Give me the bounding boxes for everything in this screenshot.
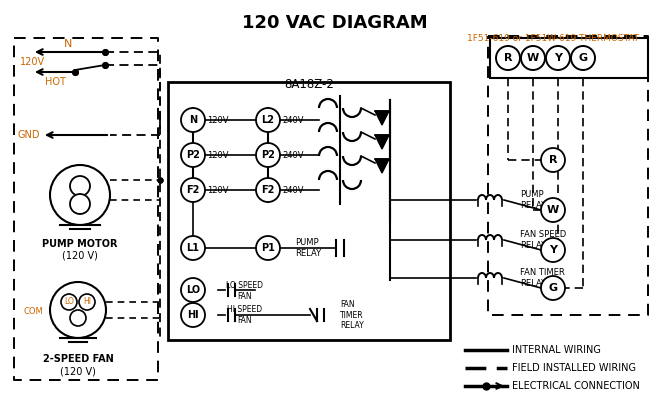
Circle shape	[79, 294, 95, 310]
Circle shape	[70, 194, 90, 214]
Text: PUMP
RELAY: PUMP RELAY	[520, 190, 546, 210]
Text: HOT: HOT	[45, 77, 66, 87]
Text: (120 V): (120 V)	[60, 366, 96, 376]
Text: LO SPEED
FAN: LO SPEED FAN	[226, 281, 263, 301]
Text: W: W	[527, 53, 539, 63]
Circle shape	[181, 143, 205, 167]
Text: COM: COM	[23, 308, 43, 316]
Circle shape	[50, 165, 110, 225]
Text: 120V: 120V	[207, 186, 228, 194]
Circle shape	[571, 46, 595, 70]
Text: FAN SPEED
RELAY: FAN SPEED RELAY	[520, 230, 566, 250]
Text: ELECTRICAL CONNECTION: ELECTRICAL CONNECTION	[512, 381, 640, 391]
Polygon shape	[375, 135, 389, 149]
Circle shape	[70, 310, 86, 326]
Text: Y: Y	[549, 245, 557, 255]
Circle shape	[50, 282, 106, 338]
Text: PUMP MOTOR: PUMP MOTOR	[42, 239, 118, 249]
Text: GND: GND	[18, 130, 40, 140]
Circle shape	[256, 178, 280, 202]
Text: LO: LO	[186, 285, 200, 295]
Text: INTERNAL WIRING: INTERNAL WIRING	[512, 345, 601, 355]
Text: HI: HI	[187, 310, 199, 320]
Text: 8A18Z-2: 8A18Z-2	[284, 78, 334, 91]
Circle shape	[181, 236, 205, 260]
Text: L1: L1	[186, 243, 200, 253]
Text: FIELD INSTALLED WIRING: FIELD INSTALLED WIRING	[512, 363, 636, 373]
Circle shape	[521, 46, 545, 70]
Text: G: G	[578, 53, 588, 63]
Circle shape	[181, 278, 205, 302]
Text: P1: P1	[261, 243, 275, 253]
Circle shape	[541, 238, 565, 262]
Text: 1F51-619 or 1F51W-619 THERMOSTAT: 1F51-619 or 1F51W-619 THERMOSTAT	[467, 34, 639, 43]
Circle shape	[181, 108, 205, 132]
Text: Y: Y	[554, 53, 562, 63]
Text: 2-SPEED FAN: 2-SPEED FAN	[43, 354, 113, 364]
Circle shape	[496, 46, 520, 70]
Text: 120 VAC DIAGRAM: 120 VAC DIAGRAM	[242, 14, 428, 32]
Text: P2: P2	[186, 150, 200, 160]
Text: N: N	[189, 115, 197, 125]
Text: FAN TIMER
RELAY: FAN TIMER RELAY	[520, 268, 565, 288]
Polygon shape	[375, 111, 389, 125]
Text: N: N	[64, 39, 72, 49]
Bar	[168, 82, 450, 340]
Text: HI: HI	[83, 297, 91, 307]
Text: F2: F2	[186, 185, 200, 195]
Circle shape	[541, 276, 565, 300]
Text: L2: L2	[261, 115, 275, 125]
Text: 240V: 240V	[282, 186, 304, 194]
Circle shape	[181, 303, 205, 327]
Text: FAN
TIMER
RELAY: FAN TIMER RELAY	[340, 300, 364, 330]
Circle shape	[256, 108, 280, 132]
Text: P2: P2	[261, 150, 275, 160]
Text: (120 V): (120 V)	[62, 251, 98, 261]
Text: W: W	[547, 205, 559, 215]
Text: F2: F2	[261, 185, 275, 195]
Polygon shape	[375, 159, 389, 173]
Text: 240V: 240V	[282, 116, 304, 124]
Circle shape	[546, 46, 570, 70]
Circle shape	[256, 236, 280, 260]
Text: 120V: 120V	[20, 57, 45, 67]
Text: LO: LO	[64, 297, 74, 307]
Bar	[490, 38, 648, 78]
Text: HI SPEED
FAN: HI SPEED FAN	[227, 305, 263, 325]
Text: R: R	[504, 53, 513, 63]
Text: G: G	[549, 283, 557, 293]
Text: R: R	[549, 155, 557, 165]
Text: 120V: 120V	[207, 150, 228, 160]
Circle shape	[181, 178, 205, 202]
Circle shape	[541, 198, 565, 222]
Text: 240V: 240V	[282, 150, 304, 160]
Circle shape	[70, 176, 90, 196]
Text: PUMP
RELAY: PUMP RELAY	[295, 238, 321, 258]
Circle shape	[256, 143, 280, 167]
Circle shape	[61, 294, 77, 310]
Circle shape	[541, 148, 565, 172]
Text: 120V: 120V	[207, 116, 228, 124]
